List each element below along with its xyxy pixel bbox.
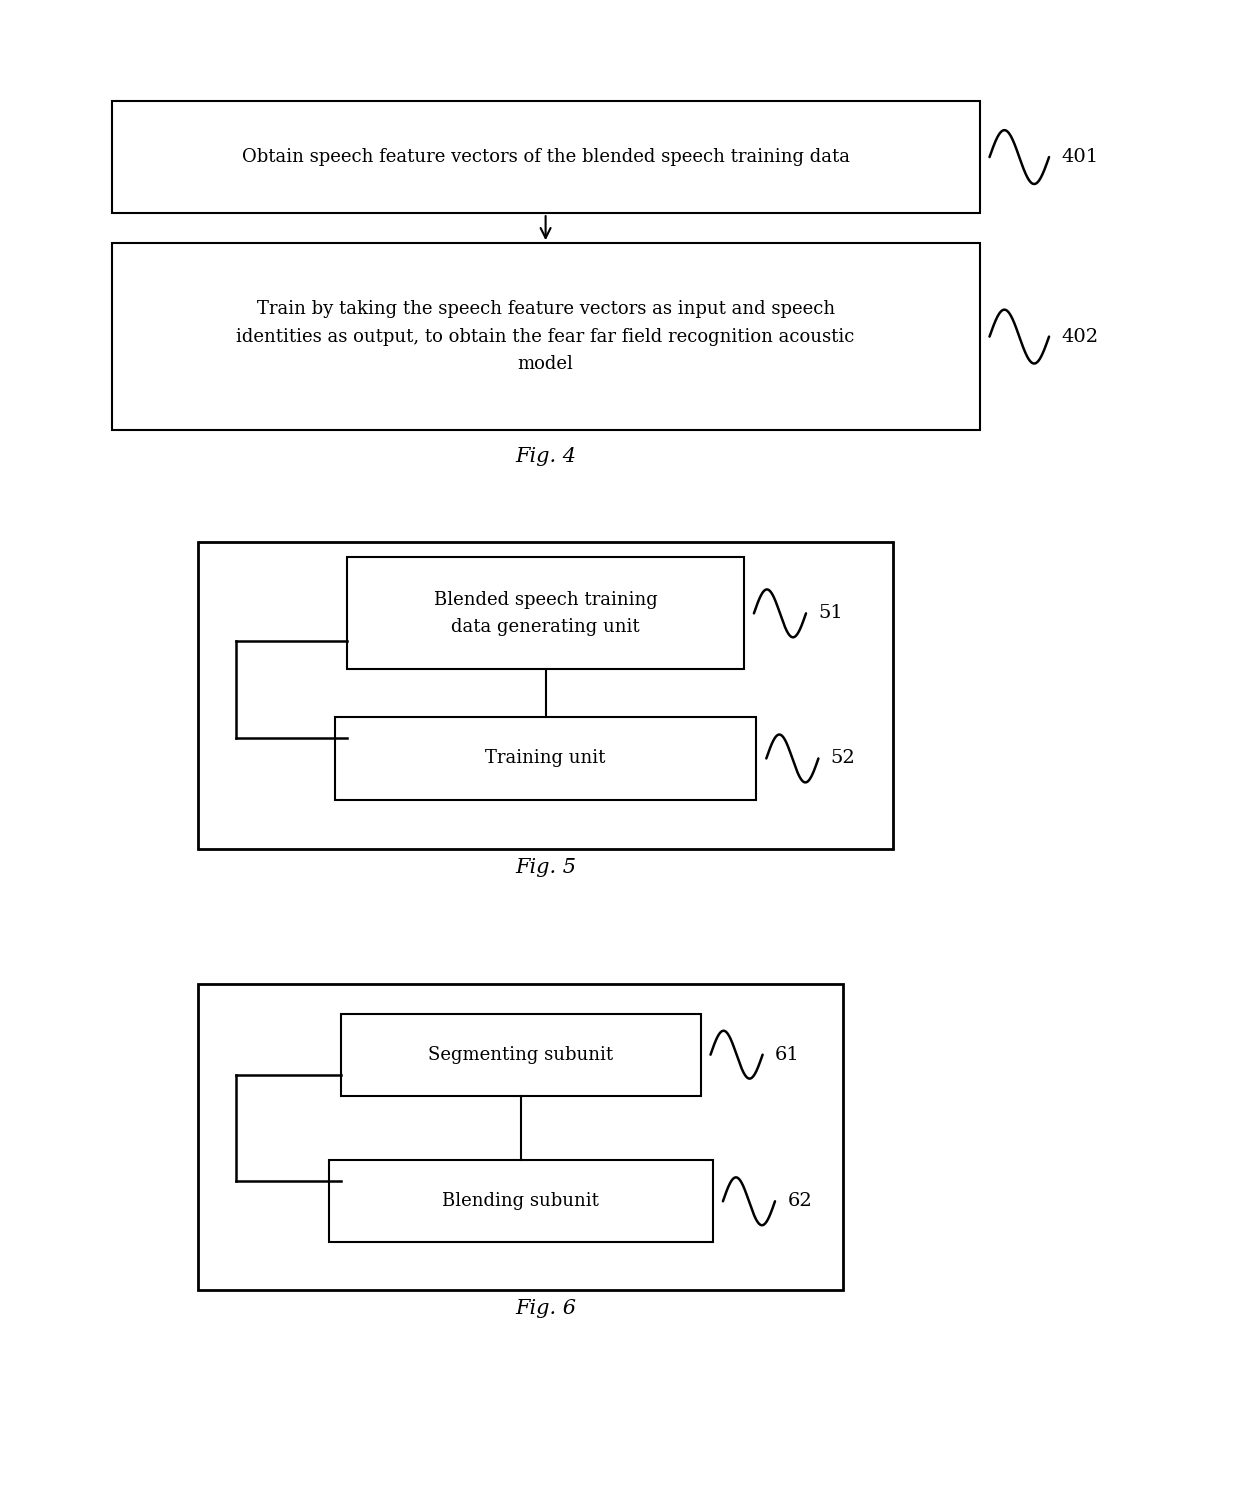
Text: 62: 62: [787, 1192, 812, 1210]
Text: Blending subunit: Blending subunit: [443, 1192, 599, 1210]
Text: Fig. 4: Fig. 4: [515, 447, 577, 465]
Bar: [335, 718, 756, 800]
Text: 52: 52: [831, 749, 856, 767]
Bar: [112, 242, 980, 431]
Text: Obtain speech feature vectors of the blended speech training data: Obtain speech feature vectors of the ble…: [242, 148, 849, 166]
Text: 51: 51: [818, 604, 843, 622]
Text: 61: 61: [775, 1046, 800, 1064]
Text: Segmenting subunit: Segmenting subunit: [428, 1046, 614, 1064]
Text: Training unit: Training unit: [485, 749, 606, 767]
Text: Blended speech training
data generating unit: Blended speech training data generating …: [434, 591, 657, 636]
Text: Fig. 5: Fig. 5: [515, 859, 577, 877]
Text: Fig. 6: Fig. 6: [515, 1300, 577, 1318]
Bar: [329, 1161, 713, 1242]
Bar: [347, 558, 744, 670]
Text: 402: 402: [1061, 328, 1099, 346]
Text: Train by taking the speech feature vectors as input and speech
identities as out: Train by taking the speech feature vecto…: [237, 299, 854, 374]
Bar: [198, 543, 893, 848]
Text: 401: 401: [1061, 148, 1099, 166]
Bar: [112, 102, 980, 212]
Bar: [198, 984, 843, 1290]
Bar: [341, 1014, 701, 1095]
